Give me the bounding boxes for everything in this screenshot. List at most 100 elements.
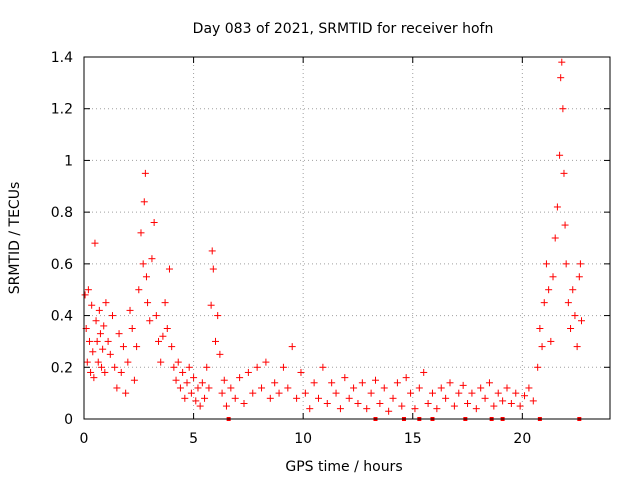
- data-point: [170, 363, 178, 371]
- grid-lines: [84, 57, 610, 419]
- data-point: [547, 337, 555, 345]
- data-point: [187, 389, 195, 397]
- data-point: [446, 379, 454, 387]
- data-point: [227, 384, 235, 392]
- x-tick-label: 10: [294, 431, 312, 447]
- data-point: [279, 363, 287, 371]
- data-point: [88, 301, 96, 309]
- x-axis: 0 5 10 15 20: [80, 57, 531, 447]
- data-point: [192, 397, 200, 405]
- data-point: [161, 299, 169, 307]
- data-point: [146, 317, 154, 325]
- data-point: [102, 299, 110, 307]
- data-point: [567, 325, 575, 332]
- data-point: [573, 343, 581, 351]
- data-point: [328, 379, 336, 387]
- data-point: [468, 389, 476, 397]
- y-axis-label: SRMTID / TECUs: [7, 182, 23, 295]
- data-point: [99, 345, 107, 353]
- data-point: [135, 286, 143, 294]
- data-point: [389, 394, 397, 402]
- data-point: [98, 363, 106, 371]
- data-point: [122, 389, 130, 397]
- data-point: [521, 392, 529, 400]
- data-point: [203, 363, 211, 371]
- data-point: [159, 332, 167, 340]
- data-point: [393, 379, 401, 387]
- y-tick-label: 0: [64, 412, 73, 428]
- data-point: [253, 363, 261, 371]
- data-point: [297, 368, 305, 376]
- x-tick-label: 20: [513, 431, 531, 447]
- data-point: [196, 402, 204, 410]
- data-point: [141, 169, 149, 177]
- data-point: [407, 389, 415, 397]
- data-point: [174, 358, 182, 366]
- data-point: [94, 358, 102, 366]
- y-tick-label: 0.6: [51, 257, 73, 273]
- data-point: [214, 312, 222, 320]
- data-point: [133, 343, 141, 351]
- data-point: [258, 384, 266, 392]
- data-point: [367, 389, 375, 397]
- data-point: [301, 389, 309, 397]
- data-point: [249, 389, 257, 397]
- data-point: [157, 358, 165, 366]
- data-point: [562, 260, 570, 268]
- data-point: [100, 322, 108, 330]
- data-point: [91, 239, 99, 247]
- data-point: [176, 384, 184, 392]
- y-tick-label: 0.2: [51, 360, 73, 376]
- data-point: [84, 286, 92, 294]
- data-point: [558, 58, 566, 66]
- data-point: [499, 397, 507, 405]
- data-point: [542, 260, 550, 268]
- data-point: [485, 379, 493, 387]
- data-point: [113, 384, 121, 392]
- data-point: [137, 229, 145, 237]
- data-point: [275, 389, 283, 397]
- data-point: [428, 389, 436, 397]
- data-point: [569, 286, 577, 294]
- y-tick-label: 0.8: [51, 205, 73, 221]
- data-point: [332, 389, 340, 397]
- data-point: [525, 384, 533, 392]
- data-point: [376, 399, 384, 407]
- data-point: [168, 343, 176, 351]
- data-point: [92, 317, 100, 325]
- data-point: [507, 399, 515, 407]
- data-point: [553, 203, 561, 211]
- data-point: [442, 394, 450, 402]
- data-point: [380, 384, 388, 392]
- x-axis-label: GPS time / hours: [285, 459, 402, 475]
- data-point: [319, 363, 327, 371]
- data-point: [459, 381, 467, 389]
- data-point: [185, 363, 193, 371]
- data-point: [490, 402, 498, 410]
- data-point: [538, 343, 546, 351]
- data-point: [424, 399, 432, 407]
- data-point: [336, 405, 344, 413]
- data-point: [540, 299, 548, 307]
- data-point: [503, 384, 511, 392]
- data-point: [557, 74, 565, 82]
- data-point: [205, 384, 213, 392]
- data-point: [152, 312, 160, 320]
- data-point: [575, 273, 583, 281]
- data-point: [181, 394, 189, 402]
- data-point: [262, 358, 270, 366]
- data-point: [545, 286, 553, 294]
- data-point: [183, 379, 191, 387]
- data-point: [549, 273, 557, 281]
- data-point: [208, 247, 216, 255]
- data-point: [529, 397, 537, 405]
- data-point: [212, 337, 219, 345]
- data-point: [108, 312, 116, 320]
- data-points: [81, 58, 586, 415]
- data-point: [477, 384, 485, 392]
- data-point: [165, 265, 173, 273]
- data-point: [236, 374, 244, 382]
- data-point: [179, 368, 187, 376]
- data-point: [142, 273, 150, 281]
